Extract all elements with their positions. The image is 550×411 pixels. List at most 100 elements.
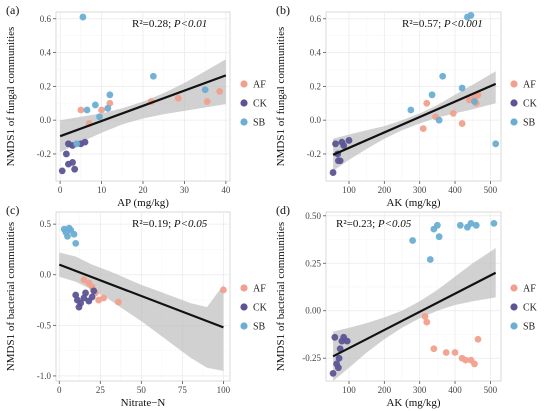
data-point-sb (72, 239, 80, 247)
regression-line (59, 74, 227, 138)
y-tick-label: -1.0 (37, 371, 52, 381)
data-point-ck (331, 333, 339, 341)
y-tick-label: 0.00 (305, 306, 321, 316)
legend-swatch-ck (510, 303, 518, 311)
data-point-sb (409, 237, 417, 244)
data-point-ck (332, 140, 339, 148)
data-point-sb (73, 140, 81, 148)
data-point-af (449, 110, 457, 117)
legend-swatch-ck (510, 99, 518, 107)
data-point-ck (334, 364, 342, 372)
data-point-sb (472, 221, 480, 229)
y-tick-label: -0.25 (302, 353, 321, 363)
data-point-ck (62, 150, 70, 158)
data-point-af (430, 345, 438, 353)
stat-annotation: R²=0.23; P<0.05 (336, 218, 412, 230)
x-axis-label: AK (mg/kg) (386, 197, 440, 209)
data-point-af (442, 349, 450, 356)
x-tick-label: 400 (448, 385, 462, 395)
data-point-ck (336, 157, 344, 165)
y-tick-label: 0.6 (310, 14, 322, 24)
legend-label-sb: SB (523, 118, 536, 129)
y-axis-label: NMDS1 of bacterial communities (275, 222, 287, 371)
data-point-af (98, 106, 105, 114)
data-point-af (77, 106, 85, 114)
legend-swatch-ck (240, 303, 248, 311)
data-point-af (421, 313, 429, 320)
data-point-ck (343, 337, 351, 345)
data-point-sb (428, 91, 436, 99)
y-tick-label: 0.50 (305, 211, 321, 221)
data-point-sb (471, 98, 478, 105)
x-tick-label: 400 (448, 185, 462, 195)
data-point-af (423, 318, 431, 326)
data-point-af (474, 335, 482, 343)
data-point-ck (88, 293, 96, 301)
data-point-ck (336, 345, 344, 353)
x-tick-label: 0 (58, 185, 63, 195)
data-point-af (220, 286, 227, 294)
data-point-ck (69, 159, 76, 166)
panel-a: 0 10 20 30 40 -0.2 0.0 0.2 0.4 0.6 R²=0.28; P<0.01… (5, 3, 268, 209)
data-point-ck (340, 142, 348, 149)
x-tick-label: 500 (484, 385, 498, 395)
y-axis-label: NMDS1 of bacterial communities (5, 222, 17, 371)
panel-d: 100 200 300 400 500 -0.25 0.00 0.25 0.50 R²=0.23;… (275, 203, 538, 409)
data-point-af (100, 294, 108, 302)
legend-label-ck: CK (253, 99, 268, 110)
legend-label-af: AF (253, 80, 266, 91)
data-point-sb (458, 84, 466, 92)
x-tick-label: 75 (178, 385, 188, 395)
x-axis-label: AK (mg/kg) (386, 397, 440, 409)
data-point-af (174, 94, 182, 102)
data-point-sb (467, 11, 475, 19)
regression-line (332, 271, 497, 358)
data-point-af (80, 276, 88, 284)
legend-label-af: AF (523, 284, 536, 295)
data-point-sb (83, 106, 91, 114)
y-tick-label: 0.0 (40, 270, 52, 280)
data-point-sb (106, 91, 114, 99)
x-tick-label: 0 (57, 385, 62, 395)
data-point-ck (329, 169, 337, 176)
legend-swatch-sb (510, 322, 518, 330)
y-tick-label: -0.2 (307, 149, 321, 159)
stat-annotation: R²=0.19; P<0.05 (132, 218, 208, 230)
x-tick-label: 500 (484, 185, 498, 195)
x-axis-label: Nitrate−N (121, 397, 166, 409)
x-tick-label: 100 (342, 185, 356, 195)
stat-annotation: R²=0.57; P<0.001 (402, 18, 483, 30)
data-point-ck (77, 299, 85, 307)
y-tick-label: 0.0 (310, 115, 322, 125)
data-point-sb (435, 233, 443, 241)
legend-label-sb: SB (253, 322, 266, 333)
regression-line (58, 263, 224, 329)
panel-label: (b) (276, 3, 290, 17)
data-point-ck (329, 370, 337, 377)
legend-label-sb: SB (253, 118, 266, 129)
data-point-sb (149, 72, 157, 80)
data-point-sb (91, 101, 99, 109)
regression-line (332, 82, 497, 156)
stat-annotation: R²=0.28; P<0.01 (132, 18, 207, 30)
x-tick-label: 200 (378, 185, 392, 195)
x-tick-label: 40 (221, 185, 231, 195)
data-point-ck (90, 287, 98, 295)
confidence-band (333, 71, 496, 171)
legend-swatch-af (510, 284, 518, 292)
data-point-sb (70, 230, 78, 238)
legend-label-ck: CK (523, 303, 538, 314)
legend-swatch-sb (240, 118, 248, 126)
data-point-sb (64, 232, 71, 240)
legend-label-sb: SB (523, 322, 536, 333)
x-tick-label: 25 (96, 385, 106, 395)
x-tick-label: 300 (413, 185, 427, 195)
data-point-sb (467, 219, 475, 227)
y-tick-label: -0.5 (37, 320, 52, 330)
y-tick-label: 0.5 (40, 219, 52, 229)
data-point-af (216, 88, 224, 95)
data-point-sb (433, 221, 441, 229)
data-point-sb (407, 106, 415, 114)
y-tick-label: 0.2 (40, 81, 51, 91)
